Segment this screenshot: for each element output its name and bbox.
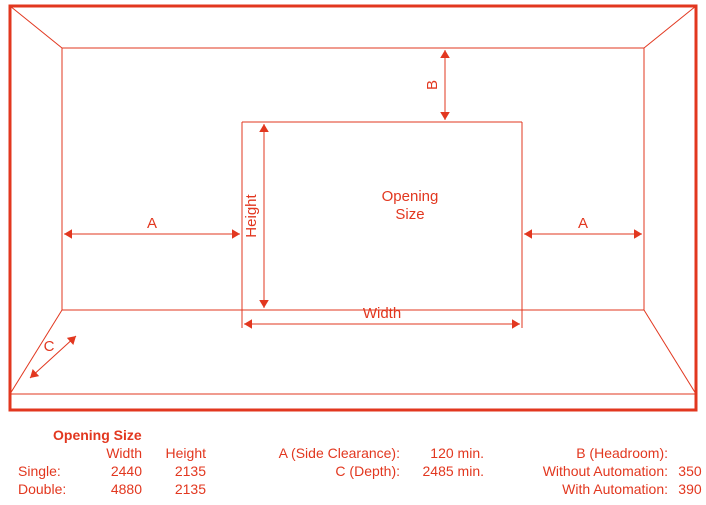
a-value: 120 min. bbox=[404, 445, 484, 463]
caption-grid: Width Height A (Side Clearance): 120 min… bbox=[18, 445, 688, 499]
spec-caption: Opening Size Width Height A (Side Cleara… bbox=[0, 423, 706, 505]
svg-text:Width: Width bbox=[363, 305, 401, 322]
wo-label: Without Automation: bbox=[488, 463, 668, 481]
diagram-page: OpeningSizeAABWidthHeightC Opening Size … bbox=[0, 0, 706, 505]
a-label: A (Side Clearance): bbox=[210, 445, 400, 463]
blank3 bbox=[210, 481, 400, 499]
wa-value: 390 min. bbox=[672, 481, 706, 499]
wo-value: 350 min. bbox=[672, 463, 706, 481]
wa-label: With Automation: bbox=[488, 481, 668, 499]
row2-label: Double: bbox=[18, 481, 78, 499]
c-label: C (Depth): bbox=[210, 463, 400, 481]
blank4 bbox=[404, 481, 484, 499]
svg-text:B: B bbox=[424, 80, 441, 90]
c-value: 2485 min. bbox=[404, 463, 484, 481]
svg-text:Size: Size bbox=[395, 206, 424, 223]
blank2 bbox=[672, 445, 706, 463]
blank bbox=[18, 445, 78, 463]
svg-text:A: A bbox=[578, 215, 588, 232]
row1-height: 2135 bbox=[146, 463, 206, 481]
svg-text:Height: Height bbox=[243, 193, 260, 237]
svg-text:A: A bbox=[147, 215, 157, 232]
svg-text:Opening: Opening bbox=[382, 188, 439, 205]
hdr-height: Height bbox=[146, 445, 206, 463]
diagram-svg: OpeningSize A A B Width Height C bbox=[0, 0, 706, 418]
row1-label: Single: bbox=[18, 463, 78, 481]
row2-width: 4880 bbox=[82, 481, 142, 499]
b-label: B (Headroom): bbox=[488, 445, 668, 463]
row2-height: 2135 bbox=[146, 481, 206, 499]
row1-width: 2440 bbox=[82, 463, 142, 481]
svg-text:C: C bbox=[44, 338, 55, 355]
caption-title: Opening Size bbox=[53, 427, 688, 445]
hdr-width: Width bbox=[82, 445, 142, 463]
